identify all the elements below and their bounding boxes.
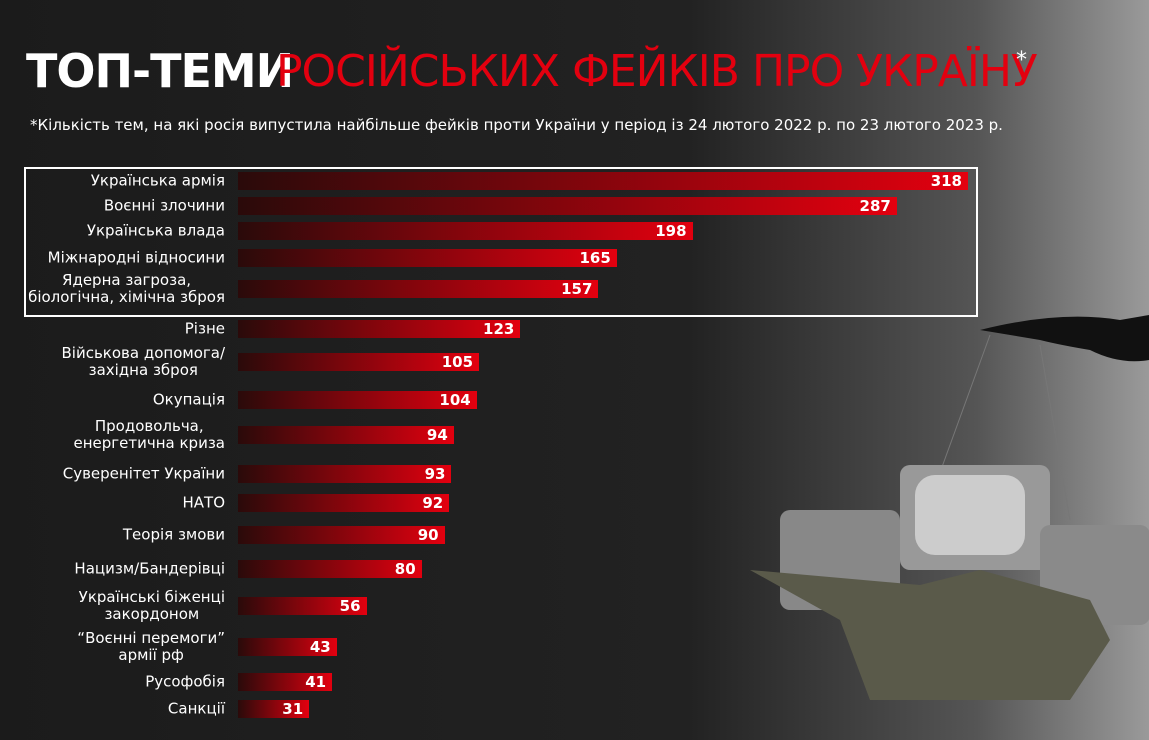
- bar: [238, 426, 454, 444]
- bar: [238, 249, 617, 267]
- category-label: Теорія змови: [122, 525, 225, 544]
- category-label: Українська влада: [86, 221, 225, 240]
- bar: [238, 597, 367, 615]
- value-label: 43: [309, 638, 331, 656]
- category-label: Санкції: [167, 699, 225, 718]
- category-label: “Воєнні перемоги” армії рф: [77, 629, 225, 664]
- value-label: 56: [339, 597, 361, 615]
- category-label: Русофобія: [145, 672, 225, 691]
- top5-frame: [24, 167, 978, 317]
- value-label: 31: [282, 700, 304, 718]
- bar: [238, 222, 693, 240]
- value-label: 94: [426, 426, 448, 444]
- category-label: Міжнародні відносини: [47, 248, 225, 267]
- bar: [238, 391, 477, 409]
- value-label: 165: [579, 249, 611, 267]
- bar: [238, 280, 599, 298]
- value-label: 287: [859, 197, 891, 215]
- value-label: 80: [394, 560, 416, 578]
- title-part: ТОП-ТЕМИ: [26, 44, 294, 98]
- bar: [238, 526, 445, 544]
- category-label: НАТО: [182, 493, 225, 512]
- category-label: Суверенітет України: [62, 464, 225, 483]
- bar: [238, 673, 333, 691]
- bar: [238, 700, 310, 718]
- category-label: Українська армія: [90, 171, 225, 190]
- bar: [238, 560, 422, 578]
- title-part: РОСІЙСЬКИХ ФЕЙКІВ ПРО УКРАЇНУ: [276, 46, 1038, 97]
- decoration: [750, 315, 1149, 700]
- value-label: 123: [483, 320, 515, 338]
- value-label: 90: [417, 526, 439, 544]
- value-label: 92: [422, 494, 444, 512]
- bar: [238, 197, 897, 215]
- bar: [238, 353, 480, 371]
- category-label: Військова допомога/ західна зброя: [61, 344, 225, 379]
- title-mark: *: [1016, 48, 1027, 73]
- bar: [238, 494, 450, 512]
- category-label: Різне: [184, 319, 225, 338]
- category-label: Воєнні злочини: [103, 196, 225, 215]
- value-label: 93: [424, 465, 446, 483]
- bar: [238, 465, 452, 483]
- value-label: 157: [561, 280, 593, 298]
- category-label: Українські біженці закордоном: [78, 588, 225, 623]
- value-label: 104: [439, 391, 471, 409]
- value-label: 318: [930, 172, 962, 190]
- value-label: 41: [305, 673, 327, 691]
- value-label: 105: [441, 353, 474, 371]
- category-label: Продовольча, енергетична криза: [73, 417, 225, 452]
- category-label: Ядерна загроза, біологічна, хімічна збро…: [28, 271, 225, 306]
- subtitle: *Кількість тем, на які росія випустила н…: [30, 116, 1003, 134]
- category-label: Окупація: [152, 390, 225, 409]
- bar: [238, 172, 968, 190]
- value-label: 198: [655, 222, 687, 240]
- bar: [238, 638, 337, 656]
- bar: [238, 320, 521, 338]
- category-label: Нацизм/Бандерівці: [74, 559, 225, 578]
